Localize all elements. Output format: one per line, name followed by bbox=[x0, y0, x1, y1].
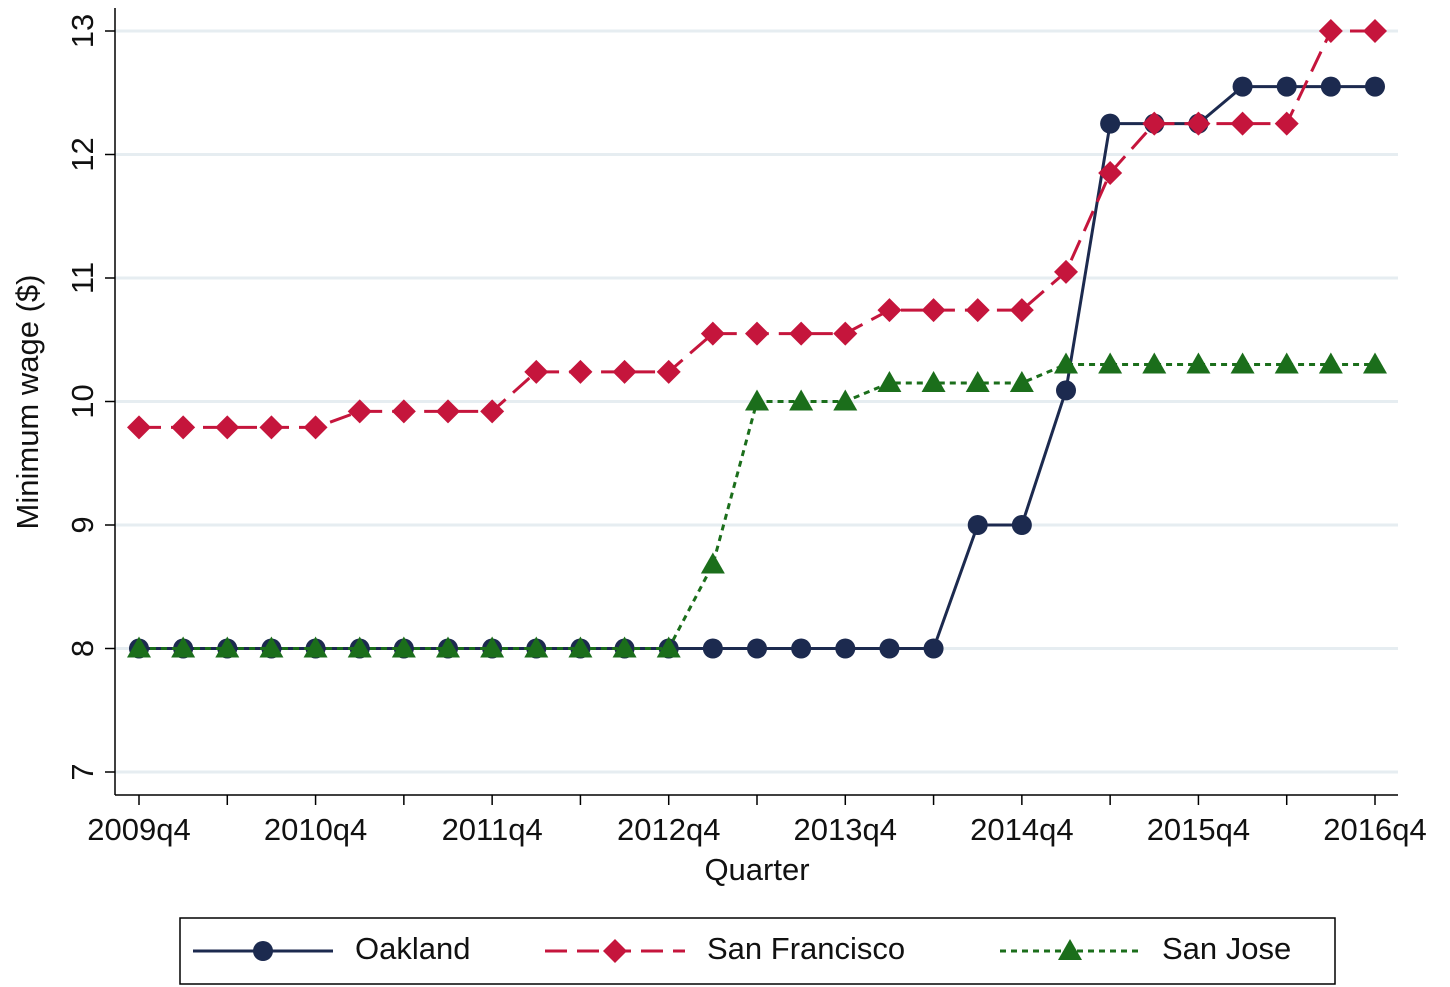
x-tick-label: 2012q4 bbox=[617, 812, 720, 847]
data-point bbox=[1098, 161, 1123, 186]
data-point bbox=[303, 636, 328, 658]
data-point bbox=[215, 636, 240, 658]
data-point bbox=[833, 321, 858, 346]
data-point bbox=[700, 321, 725, 346]
y-tick-label: 7 bbox=[65, 763, 100, 780]
x-tick-label: 2015q4 bbox=[1147, 812, 1250, 847]
legend-box bbox=[179, 917, 1336, 985]
data-point bbox=[1009, 298, 1034, 323]
data-point bbox=[1100, 113, 1121, 134]
x-tick-label: 2009q4 bbox=[87, 812, 190, 847]
x-tick-label: 2014q4 bbox=[970, 812, 1073, 847]
data-point bbox=[1232, 76, 1253, 97]
data-point bbox=[524, 636, 549, 658]
data-point bbox=[568, 636, 593, 658]
data-point bbox=[1230, 352, 1255, 374]
data-point bbox=[877, 298, 902, 323]
y-axis-title: Minimum wage ($) bbox=[10, 275, 45, 530]
data-point bbox=[745, 321, 769, 346]
x-tick-label: 2010q4 bbox=[264, 812, 367, 847]
data-point bbox=[965, 298, 990, 323]
y-tick-label: 11 bbox=[65, 262, 100, 294]
data-point bbox=[1276, 76, 1297, 97]
data-point bbox=[791, 638, 812, 659]
data-point bbox=[967, 515, 988, 535]
data-point bbox=[835, 638, 856, 659]
data-point bbox=[171, 636, 196, 658]
data-point bbox=[480, 636, 505, 658]
data-point bbox=[1318, 19, 1343, 43]
legend-marker bbox=[1058, 939, 1082, 960]
data-point bbox=[789, 321, 814, 346]
x-tick-label: 2016q4 bbox=[1323, 812, 1426, 847]
data-point bbox=[833, 389, 858, 411]
data-point bbox=[1054, 259, 1078, 284]
data-point bbox=[656, 636, 681, 658]
data-point bbox=[480, 399, 505, 424]
y-tick-label: 12 bbox=[65, 137, 100, 171]
data-point bbox=[347, 636, 372, 658]
data-point bbox=[923, 638, 944, 659]
data-point bbox=[1274, 352, 1299, 374]
data-point bbox=[1142, 111, 1167, 136]
y-tick-label: 9 bbox=[65, 516, 100, 533]
data-point bbox=[127, 636, 151, 658]
data-point bbox=[612, 636, 637, 658]
data-point bbox=[1363, 352, 1387, 374]
legend-label: Oakland bbox=[355, 931, 470, 966]
data-point bbox=[303, 415, 328, 440]
data-point bbox=[921, 370, 946, 392]
data-point bbox=[1363, 19, 1387, 43]
data-point bbox=[1056, 380, 1076, 401]
data-point bbox=[702, 638, 723, 659]
data-point bbox=[656, 359, 681, 384]
data-point bbox=[1009, 370, 1034, 392]
legend-label: San Jose bbox=[1162, 931, 1291, 966]
data-point bbox=[259, 636, 284, 658]
data-point bbox=[1230, 111, 1255, 136]
data-point bbox=[1186, 352, 1211, 374]
data-point bbox=[1318, 352, 1343, 374]
data-point bbox=[347, 399, 372, 424]
data-point bbox=[879, 638, 900, 659]
legend-marker bbox=[603, 939, 627, 963]
data-point bbox=[700, 552, 725, 574]
data-point bbox=[568, 359, 593, 384]
data-point bbox=[391, 636, 416, 658]
data-point bbox=[391, 399, 416, 424]
data-point bbox=[1098, 352, 1123, 374]
data-point bbox=[1320, 76, 1341, 97]
y-tick-label: 13 bbox=[65, 14, 100, 48]
data-point bbox=[436, 636, 460, 658]
data-point bbox=[1142, 352, 1167, 374]
x-axis-title: Quarter bbox=[704, 852, 809, 887]
y-tick-label: 8 bbox=[65, 640, 100, 657]
data-point bbox=[259, 415, 284, 440]
legend-label: San Francisco bbox=[707, 931, 905, 966]
data-point bbox=[1365, 76, 1385, 97]
data-point bbox=[612, 359, 637, 384]
data-point bbox=[1274, 111, 1299, 136]
data-point bbox=[1011, 515, 1032, 535]
legend-marker bbox=[253, 941, 273, 961]
data-point bbox=[745, 389, 769, 411]
x-tick-label: 2011q4 bbox=[442, 812, 543, 847]
data-point bbox=[524, 359, 549, 384]
data-point bbox=[1054, 352, 1078, 374]
data-point bbox=[1186, 111, 1211, 136]
x-tick-label: 2013q4 bbox=[794, 812, 897, 847]
data-point bbox=[877, 370, 902, 392]
data-point bbox=[747, 638, 767, 659]
data-point bbox=[171, 415, 196, 440]
data-point bbox=[789, 389, 814, 411]
data-point bbox=[921, 298, 946, 323]
data-point bbox=[965, 370, 990, 392]
data-point bbox=[127, 415, 151, 440]
data-point bbox=[215, 415, 240, 440]
data-point bbox=[436, 399, 460, 424]
y-tick-label: 10 bbox=[65, 384, 100, 418]
